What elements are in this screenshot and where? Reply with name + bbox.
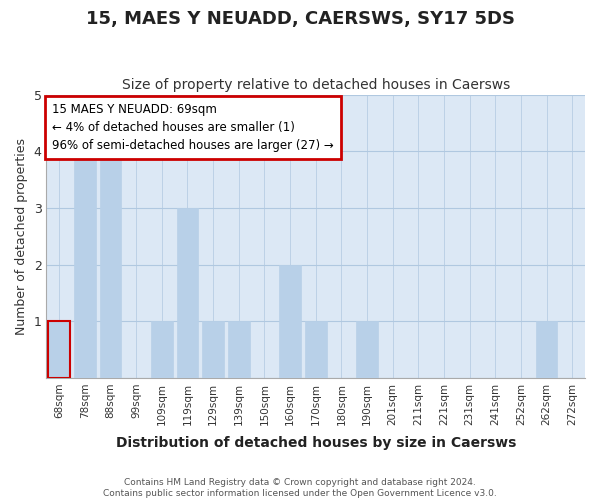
X-axis label: Distribution of detached houses by size in Caersws: Distribution of detached houses by size … [116,436,516,450]
Y-axis label: Number of detached properties: Number of detached properties [15,138,28,334]
Bar [356,321,378,378]
Bar [100,151,121,378]
Text: 15, MAES Y NEUADD, CAERSWS, SY17 5DS: 15, MAES Y NEUADD, CAERSWS, SY17 5DS [86,10,515,28]
Text: 15 MAES Y NEUADD: 69sqm
← 4% of detached houses are smaller (1)
96% of semi-deta: 15 MAES Y NEUADD: 69sqm ← 4% of detached… [52,103,334,152]
Bar [49,321,70,378]
Bar [151,321,173,378]
Text: Contains HM Land Registry data © Crown copyright and database right 2024.
Contai: Contains HM Land Registry data © Crown c… [103,478,497,498]
Bar [228,321,250,378]
Bar [279,264,301,378]
Bar [176,208,199,378]
Title: Size of property relative to detached houses in Caersws: Size of property relative to detached ho… [122,78,510,92]
Bar [202,321,224,378]
Bar [74,151,96,378]
Bar [305,321,326,378]
Bar [536,321,557,378]
